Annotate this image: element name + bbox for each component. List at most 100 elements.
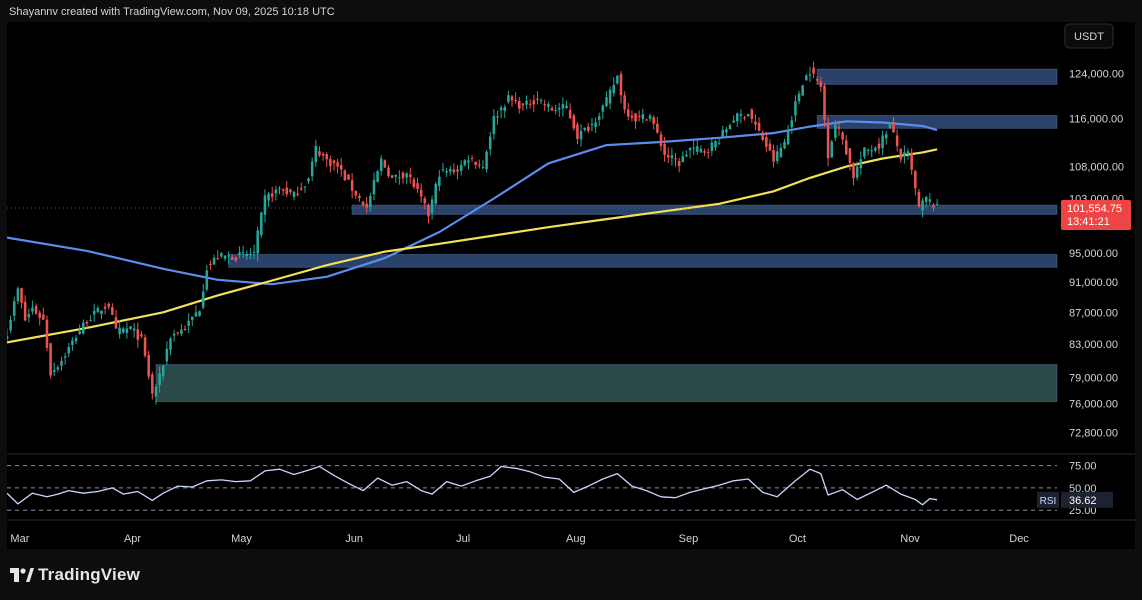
price-tick-label: 83,000.00 — [1069, 339, 1118, 351]
candle-body — [565, 105, 568, 109]
candle-body — [670, 155, 674, 159]
candle-body — [5, 335, 9, 340]
candle-body — [23, 301, 27, 321]
candle-countdown-label: 13:41:21 — [1067, 216, 1110, 228]
candle-body — [768, 143, 772, 151]
last-price-tag — [1061, 200, 1131, 231]
candle-body — [874, 147, 877, 151]
candle-body — [176, 332, 180, 334]
candle-body — [652, 117, 655, 124]
candle-body — [230, 257, 234, 260]
candle-body — [376, 171, 379, 182]
time-tick-label: Dec — [1009, 533, 1029, 545]
candle-body — [703, 151, 706, 153]
price-tick-label: 87,000.00 — [1069, 307, 1118, 319]
candle-body — [274, 189, 278, 194]
candle-body — [765, 137, 768, 147]
candle-body — [892, 121, 895, 133]
candle-body — [590, 124, 594, 126]
candle-body — [866, 149, 870, 151]
rsi-badge — [1037, 491, 1059, 508]
candle-body — [714, 140, 717, 148]
candle-body — [198, 311, 201, 317]
candle-body — [89, 320, 92, 322]
candle-body — [579, 131, 583, 140]
candle-body — [212, 257, 216, 265]
candle-body — [761, 132, 764, 140]
candle-body — [223, 255, 227, 259]
candle-body — [256, 230, 259, 254]
candle-body — [379, 158, 383, 172]
candle-body — [296, 193, 299, 196]
candle-body — [623, 95, 626, 110]
candle-body — [441, 169, 445, 171]
time-tick-label: Jun — [345, 533, 363, 545]
candle-body — [706, 151, 710, 153]
candle-body — [372, 180, 376, 195]
candle-body — [888, 122, 892, 129]
candle-body — [96, 308, 100, 313]
candle-body — [292, 191, 296, 197]
candle-body — [801, 85, 804, 96]
candle-body — [539, 100, 543, 102]
candle-body — [169, 338, 172, 350]
candle-body — [405, 173, 408, 178]
candle-body — [928, 199, 932, 202]
candle-body — [325, 154, 328, 160]
candle-body — [321, 153, 325, 156]
price-tick-label: 91,000.00 — [1069, 277, 1118, 289]
candle-body — [499, 107, 503, 111]
candle-body — [797, 93, 801, 102]
candle-body — [136, 329, 140, 340]
candle-body — [848, 148, 852, 163]
candle-body — [252, 251, 256, 253]
candle-body — [31, 307, 34, 312]
candle-body — [783, 141, 786, 149]
candle-body — [805, 75, 808, 81]
candle-body — [619, 73, 623, 96]
candle-body — [103, 306, 107, 309]
candle-body — [921, 200, 924, 211]
candle-body — [815, 79, 819, 81]
candle-body — [488, 136, 492, 150]
candle-body — [419, 189, 423, 197]
candle-body — [859, 159, 863, 169]
candle-body — [387, 167, 390, 177]
candle-body — [365, 203, 368, 208]
candle-body — [132, 328, 136, 331]
time-tick-label: May — [231, 533, 252, 545]
candle-body — [877, 143, 881, 149]
candle-body — [485, 151, 488, 170]
price-chart-svg[interactable]: USDT124,000.00116,000.00108,000.00103,00… — [5, 22, 1135, 549]
candle-body — [914, 171, 917, 189]
candle-body — [863, 147, 866, 157]
candle-body — [34, 306, 38, 314]
price-tick-label: 116,000.00 — [1069, 113, 1123, 125]
candle-body — [125, 328, 129, 333]
price-tick-label: 76,000.00 — [1069, 398, 1118, 410]
candle-body — [452, 169, 456, 173]
candle-body — [249, 253, 252, 255]
candle-body — [576, 124, 579, 139]
candle-body — [205, 270, 209, 290]
candle-body — [746, 114, 750, 117]
candle-body — [808, 74, 812, 76]
candle-body — [572, 115, 576, 129]
candle-body — [318, 151, 321, 156]
candle-body — [67, 346, 71, 354]
candle-body — [503, 107, 507, 111]
candle-body — [12, 301, 16, 316]
candle-body — [725, 129, 728, 133]
chart-panel[interactable]: USDT 124,000.00 116,000.00 108,000.00 103,00… — [5, 22, 1135, 549]
candle-body — [78, 331, 81, 334]
candle-body — [568, 110, 572, 119]
candle-body — [191, 316, 194, 320]
time-tick-label: Oct — [789, 533, 806, 545]
candle-body — [45, 319, 49, 348]
candle-body — [114, 317, 118, 329]
time-tick-label: Mar — [10, 533, 29, 545]
candle-body — [841, 132, 844, 140]
candle-body — [285, 187, 289, 195]
candle-body — [412, 179, 416, 188]
candle-body — [187, 320, 190, 326]
